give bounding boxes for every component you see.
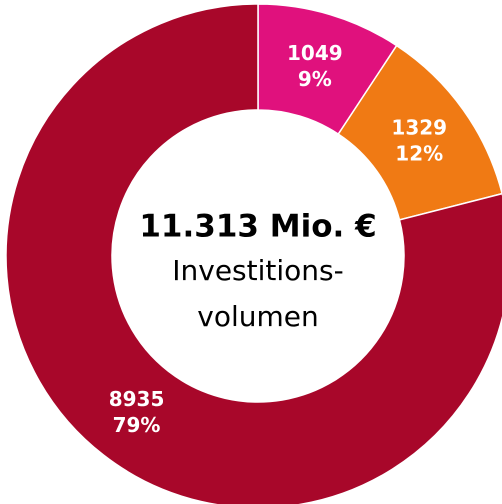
center-subtitle: volumen bbox=[197, 300, 318, 333]
center-subtitle: Investitions- bbox=[172, 254, 343, 287]
data-label: 12% bbox=[395, 142, 443, 166]
data-label: 79% bbox=[113, 413, 161, 437]
data-label: 1049 bbox=[287, 41, 343, 65]
data-label: 8935 bbox=[109, 387, 165, 411]
donut-slice bbox=[5, 3, 502, 504]
center-title: 11.313 Mio. € bbox=[139, 209, 376, 245]
data-label: 9% bbox=[298, 67, 332, 91]
donut-slice bbox=[337, 44, 502, 221]
data-label: 1329 bbox=[391, 116, 447, 140]
